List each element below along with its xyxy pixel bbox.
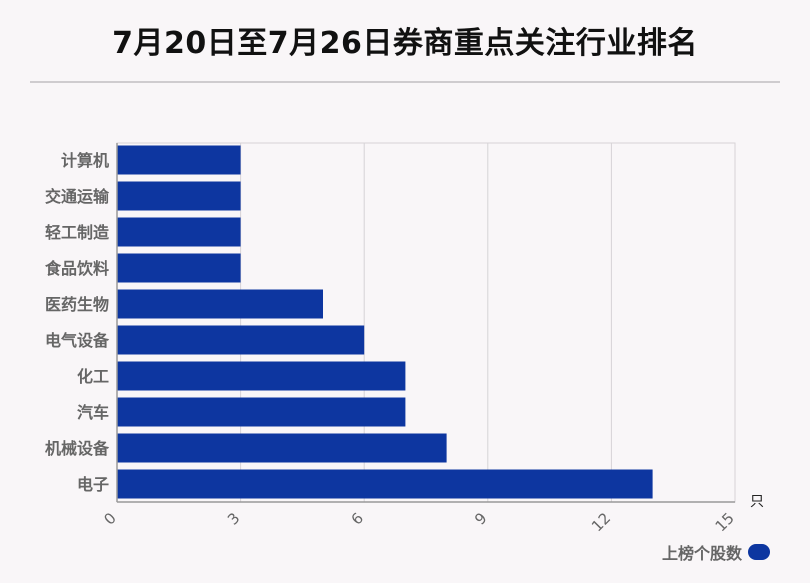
x-tick-label: 3 bbox=[224, 509, 243, 528]
y-tick-label: 交通运输 bbox=[45, 187, 110, 206]
bar bbox=[117, 397, 406, 427]
bar bbox=[117, 253, 241, 283]
y-tick-label: 电子 bbox=[77, 475, 109, 494]
y-tick-label: 电气设备 bbox=[45, 331, 110, 350]
y-tick-label: 食品饮料 bbox=[44, 259, 109, 278]
x-tick-label: 6 bbox=[348, 509, 367, 528]
bar bbox=[117, 145, 241, 175]
bar bbox=[117, 325, 365, 355]
legend: 上榜个股数 bbox=[662, 540, 770, 564]
x-tick-label: 0 bbox=[100, 509, 119, 528]
chart-title: 7月20日至7月26日券商重点关注行业排名 bbox=[112, 26, 698, 61]
bar bbox=[117, 289, 323, 319]
bar bbox=[117, 433, 447, 463]
legend-label: 上榜个股数 bbox=[661, 544, 742, 563]
x-tick-label: 15 bbox=[712, 509, 738, 535]
y-tick-label: 化工 bbox=[77, 367, 109, 386]
x-tick-label: 9 bbox=[471, 509, 490, 528]
bar bbox=[117, 217, 241, 247]
y-tick-label: 机械设备 bbox=[45, 439, 110, 458]
y-tick-label: 计算机 bbox=[61, 151, 109, 170]
x-tick-label: 12 bbox=[588, 509, 614, 535]
y-tick-label: 轻工制造 bbox=[45, 223, 110, 242]
bar bbox=[117, 469, 653, 499]
bar bbox=[117, 361, 406, 391]
title-divider bbox=[30, 81, 780, 83]
x-axis-unit: 只 bbox=[750, 494, 764, 510]
y-tick-label: 汽车 bbox=[77, 403, 109, 422]
bar bbox=[117, 181, 241, 211]
y-tick-label: 医药生物 bbox=[45, 295, 109, 314]
legend-swatch bbox=[748, 544, 770, 560]
